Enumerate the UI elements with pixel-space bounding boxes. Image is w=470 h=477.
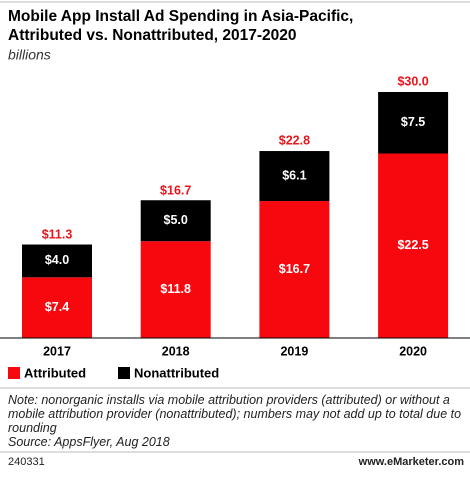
bar-segment <box>259 151 330 202</box>
value-label: $11.8 <box>160 282 191 296</box>
chart-id: 240331 <box>8 456 45 468</box>
note-text: Note: nonorganic installs via mobile att… <box>8 393 462 435</box>
legend-swatch <box>118 367 130 379</box>
legend-swatch <box>8 367 20 379</box>
value-label: $5.0 <box>164 213 188 227</box>
bar-segment <box>378 92 449 154</box>
legend-label: Nonattributed <box>134 365 219 380</box>
total-label: $30.0 <box>397 74 428 88</box>
value-label: $16.7 <box>279 262 310 276</box>
bar-segment <box>22 244 92 278</box>
chart-title: Attributed vs. Nonattributed, 2017-2020 <box>8 27 297 44</box>
chart-title: Mobile App Install Ad Spending in Asia-P… <box>8 8 353 25</box>
source: Source: AppsFlyer, Aug 2018 <box>8 435 170 449</box>
value-label: $4.0 <box>45 253 69 267</box>
bar-segment <box>259 201 330 338</box>
x-tick-label: 2019 <box>280 344 308 358</box>
value-label: $7.5 <box>401 115 425 129</box>
chart-subtitle: billions <box>8 47 51 63</box>
x-tick-label: 2020 <box>399 344 427 358</box>
x-tick-label: 2017 <box>43 344 71 358</box>
x-tick-label: 2018 <box>162 344 190 358</box>
bar-segment <box>140 241 211 338</box>
bar-segment <box>378 153 449 338</box>
value-label: $6.1 <box>282 168 306 182</box>
legend-label: Attributed <box>24 365 86 380</box>
site: www.eMarketer.com <box>358 456 464 468</box>
value-label: $22.5 <box>397 238 428 252</box>
bar-segment <box>22 277 92 338</box>
value-label: $7.4 <box>45 300 69 314</box>
total-label: $11.3 <box>42 228 73 242</box>
bar-segment <box>140 200 211 242</box>
total-label: $16.7 <box>160 183 191 197</box>
total-label: $22.8 <box>279 133 310 147</box>
note: Note: nonorganic installs via mobile att… <box>8 393 464 449</box>
